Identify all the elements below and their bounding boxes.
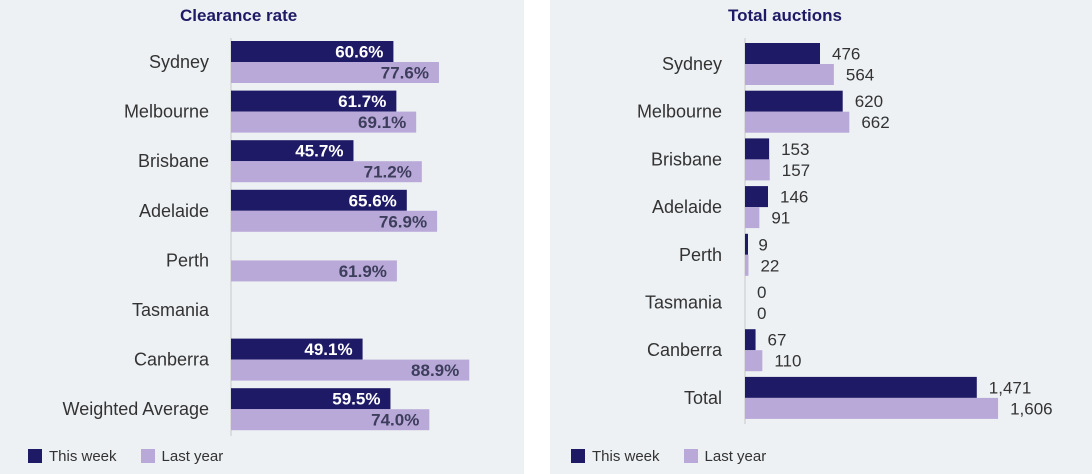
clearance-rate-panel: Clearance rate Sydney 60.6% 77.6% Melbourne… [0,0,524,474]
bar-this-week-sydney [231,41,394,62]
data-label-this-week-perth: 9 [758,235,767,254]
category-label-sydney: Sydney [662,54,722,74]
data-label-last-year-sydney: 77.6% [381,64,429,83]
data-label-this-week-canberra: 67 [768,331,787,350]
total-auctions-chart: Sydney 476 564 Melbourne 620 662 Brisbane 153 15… [637,38,1053,424]
data-label-last-year-melbourne: 662 [861,113,889,132]
data-label-last-year-perth: 22 [760,256,779,275]
bar-this-week-adelaide [231,189,407,211]
total-auctions-legend: This week Last year [571,447,790,465]
data-label-last-year-weighted-average: 74.0% [371,411,419,430]
legend-item-this-week: This week [28,448,117,465]
category-label-melbourne: Melbourne [124,102,209,122]
bar-this-week-perth [745,233,748,255]
bar-this-week-weighted-average [231,388,391,410]
bar-this-week-brisbane [745,138,770,160]
data-label-last-year-tasmania: 0 [757,304,766,323]
bar-last-year-canberra [231,359,470,381]
bar-last-year-perth [231,260,397,282]
data-label-this-week-weighted-average: 59.5% [332,390,380,409]
category-label-canberra: Canberra [647,340,723,360]
category-label-weighted-average: Weighted Average [63,399,209,419]
data-label-last-year-brisbane: 71.2% [364,163,412,182]
data-label-this-week-total: 1,471 [989,378,1032,397]
bar-last-year-sydney [745,64,834,85]
category-label-tasmania: Tasmania [645,293,723,313]
data-label-last-year-adelaide: 76.9% [379,212,427,231]
data-label-last-year-canberra: 110 [774,352,801,371]
data-label-last-year-total: 1,606 [1010,399,1053,418]
data-label-this-week-sydney: 476 [832,45,860,64]
legend-label-this-week: This week [49,447,117,465]
clearance-rate-legend: This week Last year [28,447,247,465]
legend-item-this-week: This week [571,448,660,465]
data-label-last-year-sydney: 564 [846,66,874,85]
bar-last-year-weighted-average [231,409,430,431]
bar-this-week-canberra [231,338,363,360]
data-label-this-week-adelaide: 65.6% [349,191,397,210]
bar-last-year-total [745,397,999,419]
bar-this-week-melbourne [745,90,843,112]
data-label-this-week-canberra: 49.1% [304,340,352,359]
data-label-this-week-brisbane: 153 [781,140,809,159]
category-label-tasmania: Tasmania [132,300,210,320]
data-label-this-week-tasmania: 0 [757,283,766,302]
bar-this-week-brisbane [231,140,354,162]
data-label-this-week-adelaide: 146 [780,188,808,207]
category-label-canberra: Canberra [134,350,210,370]
bar-last-year-melbourne [231,111,417,133]
bar-this-week-canberra [745,329,756,351]
bar-last-year-adelaide [745,207,760,229]
total-auctions-title: Total auctions [728,6,842,25]
category-label-brisbane: Brisbane [651,149,722,169]
data-label-last-year-melbourne: 69.1% [358,113,406,132]
legend-label-last-year: Last year [161,447,224,465]
bar-last-year-brisbane [231,161,422,183]
bar-this-week-melbourne [231,90,397,112]
data-label-this-week-sydney: 60.6% [335,43,383,62]
category-label-sydney: Sydney [149,52,209,72]
bar-last-year-melbourne [745,111,850,133]
category-label-total: Total [684,388,722,408]
legend-label-this-week: This week [592,447,660,465]
bar-last-year-adelaide [231,210,438,232]
clearance-rate-title: Clearance rate [180,6,298,25]
category-label-melbourne: Melbourne [637,102,722,122]
legend-swatch-this-week [571,449,585,463]
data-label-last-year-brisbane: 157 [782,161,810,180]
legend-item-last-year: Last year [140,447,224,465]
category-label-adelaide: Adelaide [652,197,722,217]
bar-last-year-sydney [231,62,439,83]
data-label-last-year-perth: 61.9% [339,262,387,281]
data-label-this-week-melbourne: 620 [855,92,883,111]
data-label-last-year-adelaide: 91 [771,209,790,228]
legend-swatch-last-year [683,449,698,463]
category-label-adelaide: Adelaide [139,201,209,221]
legend-item-last-year: Last year [683,447,767,465]
legend-swatch-last-year [140,449,155,463]
legend-label-last-year: Last year [704,447,767,465]
total-auctions-panel: Total auctions Sydney 476 564 Melbourne 620 6… [550,0,1092,474]
clearance-rate-chart: Sydney 60.6% 77.6% Melbourne 61.7% 69.1% Brisb… [63,38,470,436]
category-label-brisbane: Brisbane [138,151,209,171]
bar-this-week-total [745,376,977,398]
category-label-perth: Perth [166,250,209,270]
bar-last-year-perth [745,254,749,276]
bar-this-week-sydney [745,43,821,64]
bar-last-year-brisbane [745,159,770,181]
bar-last-year-canberra [745,350,763,372]
bar-this-week-adelaide [745,186,769,208]
data-label-last-year-canberra: 88.9% [411,361,459,380]
legend-swatch-this-week [28,449,42,463]
data-label-this-week-melbourne: 61.7% [338,92,386,111]
data-label-this-week-brisbane: 45.7% [295,142,343,161]
category-label-perth: Perth [679,245,722,265]
